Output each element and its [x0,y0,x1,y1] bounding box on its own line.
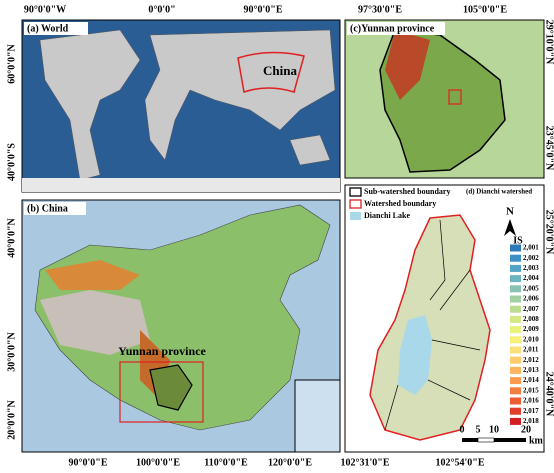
scale-label: 0 [460,424,465,435]
legend-label: Watershed boundary [364,199,436,208]
sub-boundary [384,219,481,431]
lat-label: 25°20'0"N [544,210,554,255]
legend-swatch [510,285,521,293]
land [39,29,141,181]
scale-bar [462,438,478,442]
scale-label: 5 [476,424,481,435]
scale-bar [494,438,526,442]
legend-swatch [510,336,521,344]
title-bg [24,202,86,215]
legend-label: 2,010 [523,335,539,343]
legend-swatch [510,397,521,405]
legend-label: Dianchi Lake [364,211,410,220]
legend-label: 2,007 [523,305,539,313]
lake [398,315,432,395]
map-label: Yunnan province [118,344,206,358]
lon-label: 90°0'0"W [24,4,66,15]
legend-symbol [349,187,362,197]
legend-swatch [510,326,521,334]
yunnan-box [119,361,204,423]
legend-label: 2,005 [523,284,539,292]
legend-label: 2,015 [523,386,539,394]
scale-label: 10 [489,424,499,435]
legend-label: 2,014 [523,376,539,384]
watershed-box [448,89,462,105]
lat-label: 24°40'0"N [544,372,554,417]
legend-symbol [349,199,362,209]
lon-label: 102°54'0"E [436,457,485,468]
lon-label: 90°0'0"E [69,457,108,468]
legend-swatch [510,417,521,425]
scale-unit: km [529,435,544,446]
legend-swatch [510,295,521,303]
scale-label: 20 [521,424,531,435]
legend-swatch [510,366,521,374]
legend-swatch [510,407,521,415]
legend-swatch [510,346,521,354]
map-label: China [263,63,297,78]
lat-label: 29°10'0"N [544,20,554,65]
land [144,29,336,161]
legend-label: 2,011 [523,346,539,354]
legend-label: 2,009 [523,325,539,333]
lon-label: 105°0'0"E [463,4,507,15]
legend-swatch [510,264,521,272]
lon-label: 90°0'0"E [244,4,283,15]
title-bg [24,22,88,35]
china-land [34,204,331,431]
legend-label: 2,004 [523,274,539,282]
lat-label: 30°0'0"N [6,331,17,371]
plateau [40,290,150,355]
panel-title: (c)Yunnan province [350,23,435,34]
legend-swatch [510,315,521,323]
legend-symbol [350,212,361,220]
legend-swatch [510,305,521,313]
land [22,178,340,192]
scale-bar [477,437,495,443]
lon-label: 102°31'0"E [341,457,390,468]
legend-label: 2,017 [523,407,539,415]
panel-title: (b) China [27,203,68,214]
title-bg [347,22,445,35]
legend-label: 2,012 [523,356,539,364]
lat-label: 60°0'0"N [6,43,17,83]
legend-label: 2,008 [523,315,539,323]
lon-label: 100°0'0"E [136,457,180,468]
yunnan [149,364,193,411]
legend-label: 2,018 [523,417,539,425]
lon-label: 110°0'0"E [204,457,248,468]
legend-title: IS [513,235,523,246]
lon-label: 0°0'0" [148,4,175,15]
china-box [237,51,305,93]
legend-swatch [510,377,521,385]
lon-label: 97°30'0"E [358,4,402,15]
basin [45,260,140,290]
legend-label: 2,013 [523,366,539,374]
inset [294,379,341,453]
lat-label: 20°0'0"N [6,399,17,439]
north-arrow: N [506,206,514,218]
legend-swatch [510,275,521,283]
panel-title: (a) World [27,23,69,34]
legend-label: Sub-watershed boundary [364,187,450,196]
legend-swatch [510,356,521,364]
lat-label: 40°0'0"N [6,217,17,257]
is-legend: 2,001 2,002 2,003 2,004 2,005 2,006 2,007 2,008… [510,244,539,425]
panel-title: (d) Dianchi watershed [466,188,532,196]
mountain [385,30,430,100]
legend-label: 2,016 [523,397,539,405]
lon-label: 120°0'0"E [268,457,312,468]
legend-label: 2,003 [523,264,539,272]
north-arrow-shape [504,219,516,236]
legend-swatch [510,254,521,262]
legend-swatch [510,387,521,395]
legend-label: 2,001 [523,244,539,252]
legend-swatch [510,244,521,252]
lat-label: 23°45'0"N [544,126,554,171]
land [289,134,331,166]
lat-label: 40°0'0"S [6,143,17,181]
legend-label: 2,006 [523,295,539,303]
legend-label: 2,002 [523,254,539,262]
